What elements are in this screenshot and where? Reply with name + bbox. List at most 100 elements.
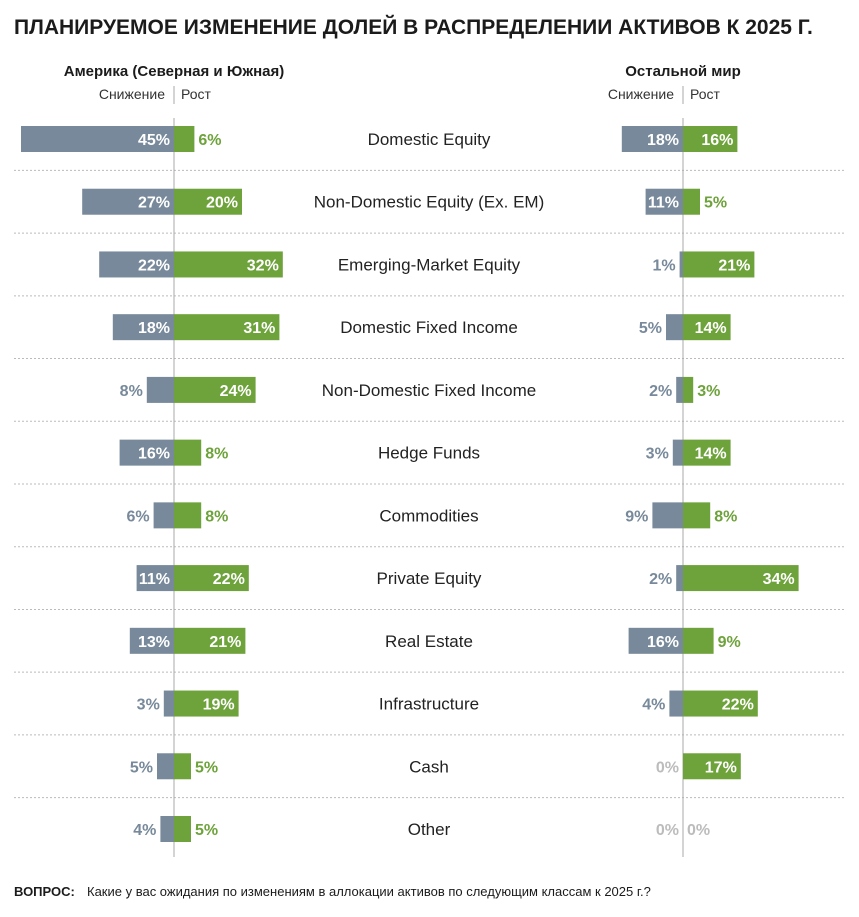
left-decrease-label: 45% (138, 132, 170, 149)
question-label: ВОПРОС: (14, 884, 75, 899)
right-increase-bar (683, 126, 738, 152)
right-increase-label: 5% (704, 195, 727, 212)
right-decrease-bar (669, 690, 683, 717)
right-increase-label: 3% (697, 383, 720, 400)
right-increase-label: 34% (763, 571, 795, 588)
right-group-title: Остальной мир (625, 63, 741, 80)
right-decrease-bar (679, 251, 683, 278)
right-increase-label: 22% (722, 697, 754, 714)
left-decrease-bar (99, 251, 174, 278)
left-decrease-bar (157, 753, 174, 780)
left-increase-label: 5% (195, 822, 218, 839)
category-label: Real Estate (385, 632, 473, 651)
left-increase-label: 8% (205, 446, 228, 463)
right-decrease-bar (672, 439, 683, 466)
left-increase-header: Рост (181, 86, 212, 102)
left-decrease-label: 6% (126, 508, 149, 525)
question-text: Какие у вас ожидания по изменениям в алл… (87, 884, 651, 899)
left-increase-bar (174, 753, 191, 780)
right-decrease-bar (621, 126, 683, 152)
right-decrease-label: 4% (642, 697, 665, 714)
right-decrease-label: 0% (656, 822, 679, 839)
left-decrease-bar (112, 314, 174, 341)
left-increase-label: 32% (247, 257, 279, 274)
category-label: Non-Domestic Equity (Ex. EM) (314, 193, 545, 212)
right-decrease-label: 2% (649, 571, 672, 588)
right-decrease-label: 11% (648, 195, 679, 212)
left-increase-bar (174, 439, 202, 466)
right-increase-bar (683, 314, 731, 341)
left-decrease-bar (21, 126, 174, 152)
chart-title: ПЛАНИРУЕМОЕ ИЗМЕНЕНИЕ ДОЛЕЙ В РАСПРЕДЕЛЕ… (14, 15, 813, 39)
left-increase-label: 20% (206, 195, 238, 212)
right-decrease-label: 18% (647, 132, 679, 149)
left-decrease-label: 11% (139, 571, 170, 588)
right-decrease-header: Снижение (608, 86, 674, 102)
left-group-title: Америка (Северная и Южная) (64, 63, 285, 80)
right-increase-label: 0% (687, 822, 710, 839)
left-decrease-header: Снижение (99, 86, 165, 102)
right-increase-label: 16% (701, 132, 733, 149)
category-label: Cash (409, 757, 449, 776)
right-increase-label: 21% (718, 257, 750, 274)
right-decrease-label: 16% (647, 634, 679, 651)
right-decrease-bar (676, 565, 683, 592)
right-increase-bar (683, 690, 758, 717)
left-increase-bar (174, 690, 239, 717)
category-label: Hedge Funds (378, 444, 480, 463)
left-decrease-label: 3% (137, 697, 160, 714)
left-increase-label: 24% (220, 383, 252, 400)
right-decrease-bar (676, 376, 683, 403)
left-increase-bar (174, 816, 191, 842)
left-decrease-bar (153, 502, 174, 529)
category-label: Commodities (379, 506, 478, 525)
left-decrease-bar (160, 816, 174, 842)
right-decrease-bar (666, 314, 683, 341)
left-decrease-bar (146, 376, 174, 403)
right-decrease-label: 0% (656, 759, 679, 776)
right-decrease-label: 5% (639, 320, 662, 337)
left-decrease-label: 5% (130, 759, 153, 776)
category-label: Non-Domestic Fixed Income (322, 381, 536, 400)
left-increase-label: 21% (209, 634, 241, 651)
right-decrease-bar (628, 627, 683, 654)
right-increase-label: 17% (705, 759, 737, 776)
right-decrease-label: 9% (625, 508, 648, 525)
right-increase-bar (683, 627, 714, 654)
right-increase-bar (683, 251, 755, 278)
left-decrease-label: 22% (138, 257, 170, 274)
right-increase-bar (683, 753, 741, 780)
left-decrease-label: 18% (138, 320, 170, 337)
right-increase-bar (683, 565, 799, 592)
right-increase-bar (683, 376, 694, 403)
right-increase-label: 9% (718, 634, 741, 651)
right-increase-label: 8% (714, 508, 737, 525)
category-label: Domestic Fixed Income (340, 318, 518, 337)
right-increase-bar (683, 188, 700, 215)
right-increase-bar (683, 439, 731, 466)
left-increase-label: 6% (198, 132, 221, 149)
right-decrease-label: 3% (646, 446, 669, 463)
left-decrease-bar (82, 188, 174, 215)
left-increase-bar (174, 376, 256, 403)
left-increase-label: 19% (203, 697, 235, 714)
right-decrease-bar (652, 502, 683, 529)
category-label: Private Equity (377, 569, 482, 588)
category-label: Infrastructure (379, 695, 479, 714)
left-increase-bar (174, 314, 280, 341)
right-increase-label: 14% (695, 446, 727, 463)
left-increase-bar (174, 251, 283, 278)
left-decrease-bar (129, 627, 174, 654)
left-decrease-label: 4% (133, 822, 156, 839)
right-decrease-bar (645, 188, 683, 215)
plot-area: Domestic Equity Non-Domestic Equity (Ex. … (14, 118, 845, 857)
left-decrease-bar (136, 565, 174, 592)
category-label: Emerging-Market Equity (338, 255, 521, 274)
left-increase-bar (174, 126, 195, 152)
category-label: Other (408, 820, 451, 839)
right-decrease-label: 2% (649, 383, 672, 400)
left-decrease-label: 27% (138, 195, 170, 212)
left-decrease-label: 16% (138, 446, 170, 463)
right-increase-header: Рост (690, 86, 721, 102)
